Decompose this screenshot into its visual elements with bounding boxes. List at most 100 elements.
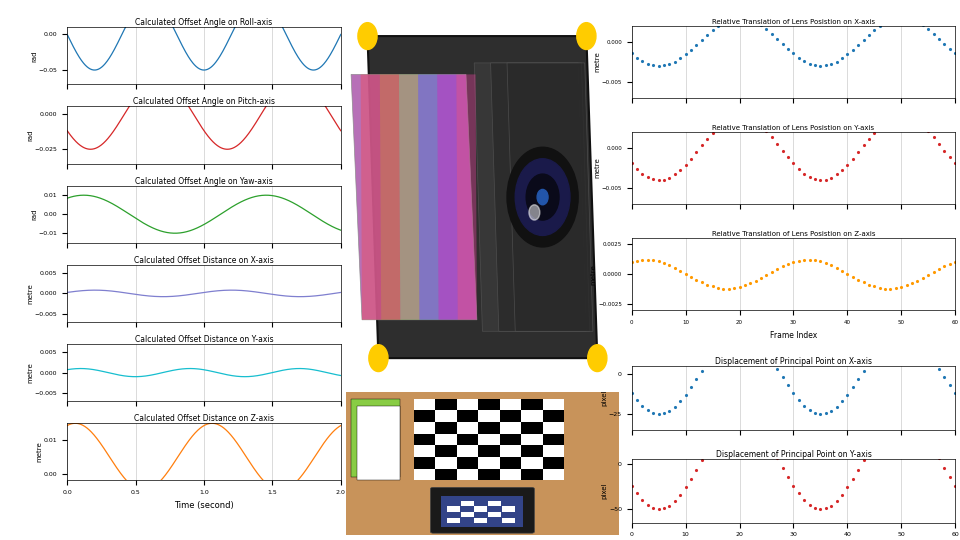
Circle shape	[538, 190, 548, 205]
Y-axis label: metre: metre	[36, 441, 42, 462]
Bar	[501, 507, 515, 512]
Bar	[446, 501, 460, 506]
Bar	[478, 446, 500, 457]
Bar	[521, 422, 543, 434]
Y-axis label: metre: metre	[27, 283, 34, 304]
Bar	[521, 446, 543, 457]
Bar	[488, 507, 501, 512]
Title: Relative Translation of Lens Posistion on Y-axis: Relative Translation of Lens Posistion o…	[712, 125, 875, 131]
Bar	[543, 457, 564, 469]
Bar	[521, 469, 543, 480]
Bar	[500, 446, 521, 457]
Polygon shape	[456, 75, 477, 320]
Bar	[414, 457, 436, 469]
Bar	[521, 457, 543, 469]
Bar	[446, 512, 460, 517]
Bar	[478, 410, 500, 422]
Bar	[501, 501, 515, 506]
Y-axis label: metre: metre	[590, 264, 597, 285]
Bar	[478, 469, 500, 480]
Bar	[521, 434, 543, 445]
Bar	[500, 422, 521, 434]
Bar	[461, 512, 473, 517]
Bar	[478, 434, 500, 445]
Bar	[461, 501, 473, 506]
Bar	[488, 518, 501, 523]
Bar	[500, 410, 521, 422]
Polygon shape	[507, 63, 593, 331]
Title: Calculated Offset Angle on Roll-axis: Calculated Offset Angle on Roll-axis	[135, 18, 273, 27]
Circle shape	[358, 23, 377, 50]
Bar	[414, 399, 436, 410]
Bar	[474, 518, 488, 523]
X-axis label: Time (second): Time (second)	[174, 501, 234, 510]
Bar	[457, 457, 478, 469]
Bar	[543, 469, 564, 480]
Bar	[478, 422, 500, 434]
Bar	[436, 434, 457, 445]
Bar	[500, 434, 521, 445]
Circle shape	[516, 159, 570, 235]
Bar	[457, 399, 478, 410]
Bar	[436, 469, 457, 480]
Bar	[457, 422, 478, 434]
Polygon shape	[491, 63, 589, 331]
Y-axis label: rad: rad	[27, 129, 34, 141]
Circle shape	[507, 147, 578, 247]
Bar	[543, 434, 564, 445]
Polygon shape	[351, 75, 477, 320]
Bar	[500, 457, 521, 469]
Bar	[414, 469, 436, 480]
Bar	[436, 410, 457, 422]
Polygon shape	[380, 75, 400, 320]
Bar	[414, 446, 436, 457]
Y-axis label: metre: metre	[594, 51, 600, 72]
Bar	[457, 434, 478, 445]
Bar	[543, 399, 564, 410]
Bar	[501, 512, 515, 517]
Circle shape	[369, 345, 388, 372]
Bar	[414, 410, 436, 422]
Bar	[488, 501, 501, 506]
Bar	[442, 496, 523, 528]
Title: Relative Translation of Lens Posistion on Z-axis: Relative Translation of Lens Posistion o…	[711, 231, 876, 237]
Bar	[543, 446, 564, 457]
Bar	[457, 446, 478, 457]
Bar	[436, 457, 457, 469]
Bar	[436, 422, 457, 434]
Bar	[446, 507, 460, 512]
Y-axis label: metre: metre	[27, 362, 34, 383]
Polygon shape	[361, 75, 381, 320]
Bar	[474, 507, 488, 512]
Bar	[351, 399, 400, 477]
Bar	[414, 434, 436, 445]
Bar	[474, 501, 488, 506]
Bar	[500, 399, 521, 410]
Polygon shape	[437, 75, 458, 320]
Bar	[446, 518, 460, 523]
Circle shape	[577, 23, 596, 50]
Circle shape	[588, 345, 607, 372]
Y-axis label: metre: metre	[594, 158, 600, 179]
Bar	[414, 422, 436, 434]
Bar	[461, 507, 473, 512]
Bar	[521, 399, 543, 410]
Y-axis label: pixel: pixel	[602, 389, 608, 406]
Bar	[457, 410, 478, 422]
Circle shape	[529, 205, 540, 220]
Title: Displacement of Principal Point on Y-axis: Displacement of Principal Point on Y-axi…	[715, 450, 872, 459]
Bar	[501, 518, 515, 523]
Polygon shape	[399, 75, 420, 320]
Bar	[474, 512, 488, 517]
Bar	[457, 469, 478, 480]
Title: Calculated Offset Angle on Yaw-axis: Calculated Offset Angle on Yaw-axis	[135, 177, 273, 186]
FancyBboxPatch shape	[430, 488, 535, 533]
Y-axis label: rad: rad	[32, 50, 37, 62]
Bar	[478, 399, 500, 410]
Bar	[543, 422, 564, 434]
Y-axis label: pixel: pixel	[602, 483, 608, 500]
X-axis label: Frame Index: Frame Index	[770, 330, 817, 340]
Bar	[356, 406, 400, 480]
Bar	[500, 469, 521, 480]
Bar	[461, 518, 473, 523]
